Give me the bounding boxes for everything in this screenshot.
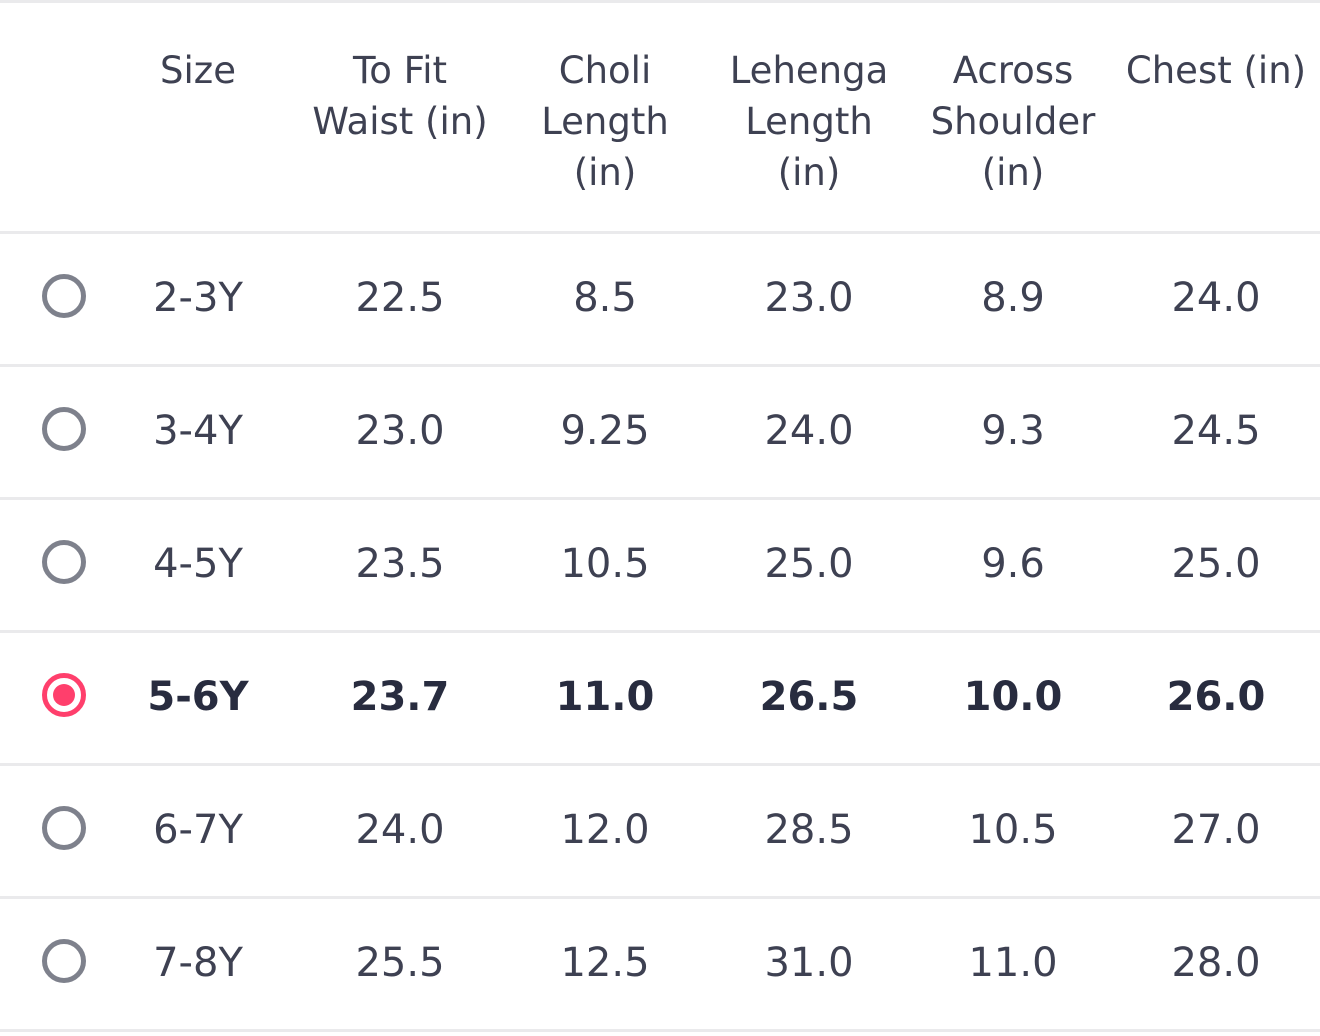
- chest-value: 24.0: [1171, 275, 1261, 321]
- choli-length-value: 12.0: [560, 807, 650, 853]
- size-radio-button-selected[interactable]: [42, 673, 86, 717]
- radio-selected-dot-icon: [53, 684, 75, 706]
- waist-value: 23.7: [350, 674, 450, 720]
- chest-value: 26.0: [1166, 674, 1266, 720]
- size-radio-button[interactable]: [42, 806, 86, 850]
- table-header-row: Size To Fit Waist (in) Choli Length (in)…: [0, 3, 1320, 234]
- shoulder-value: 8.9: [981, 275, 1045, 321]
- shoulder-value: 10.5: [968, 807, 1058, 853]
- chest-value: 24.5: [1171, 408, 1261, 454]
- waist-value: 25.5: [355, 940, 445, 986]
- lehenga-length-value: 28.5: [764, 807, 854, 853]
- size-radio-button[interactable]: [42, 540, 86, 584]
- choli-length-value: 8.5: [573, 275, 637, 321]
- waist-value: 23.5: [355, 541, 445, 587]
- lehenga-length-value: 24.0: [764, 408, 854, 454]
- lehenga-length-value: 25.0: [764, 541, 854, 587]
- size-row-3-4y[interactable]: 3-4Y 23.0 9.25 24.0 9.3 24.5: [0, 367, 1320, 500]
- size-value: 5-6Y: [147, 674, 249, 720]
- size-radio-button[interactable]: [42, 939, 86, 983]
- shoulder-value: 11.0: [968, 940, 1058, 986]
- header-to-fit-waist: To Fit Waist (in): [312, 49, 488, 143]
- size-value: 4-5Y: [153, 541, 243, 587]
- waist-value: 24.0: [355, 807, 445, 853]
- waist-value: 22.5: [355, 275, 445, 321]
- size-value: 6-7Y: [153, 807, 243, 853]
- header-chest: Chest (in): [1125, 49, 1307, 92]
- size-row-5-6y[interactable]: 5-6Y 23.7 11.0 26.5 10.0 26.0: [0, 633, 1320, 766]
- header-size: Size: [160, 49, 236, 92]
- size-value: 7-8Y: [153, 940, 243, 986]
- choli-length-value: 12.5: [560, 940, 650, 986]
- chest-value: 27.0: [1171, 807, 1261, 853]
- size-value: 3-4Y: [153, 408, 243, 454]
- shoulder-value: 9.6: [981, 541, 1045, 587]
- shoulder-value: 9.3: [981, 408, 1045, 454]
- choli-length-value: 9.25: [560, 408, 650, 454]
- size-row-2-3y[interactable]: 2-3Y 22.5 8.5 23.0 8.9 24.0: [0, 234, 1320, 367]
- chest-value: 25.0: [1171, 541, 1261, 587]
- header-across-shoulder: Across Shoulder (in): [930, 49, 1096, 194]
- header-choli-length: Choli Length (in): [541, 49, 669, 194]
- chest-value: 28.0: [1171, 940, 1261, 986]
- size-row-7-8y[interactable]: 7-8Y 25.5 12.5 31.0 11.0 28.0: [0, 899, 1320, 1032]
- lehenga-length-value: 31.0: [764, 940, 854, 986]
- size-value: 2-3Y: [153, 275, 243, 321]
- waist-value: 23.0: [355, 408, 445, 454]
- size-row-4-5y[interactable]: 4-5Y 23.5 10.5 25.0 9.6 25.0: [0, 500, 1320, 633]
- choli-length-value: 11.0: [555, 674, 655, 720]
- choli-length-value: 10.5: [560, 541, 650, 587]
- size-radio-button[interactable]: [42, 407, 86, 451]
- lehenga-length-value: 23.0: [764, 275, 854, 321]
- size-row-6-7y[interactable]: 6-7Y 24.0 12.0 28.5 10.5 27.0: [0, 766, 1320, 899]
- lehenga-length-value: 26.5: [759, 674, 859, 720]
- shoulder-value: 10.0: [963, 674, 1063, 720]
- header-lehenga-length: Lehenga Length (in): [729, 49, 889, 194]
- size-radio-button[interactable]: [42, 274, 86, 318]
